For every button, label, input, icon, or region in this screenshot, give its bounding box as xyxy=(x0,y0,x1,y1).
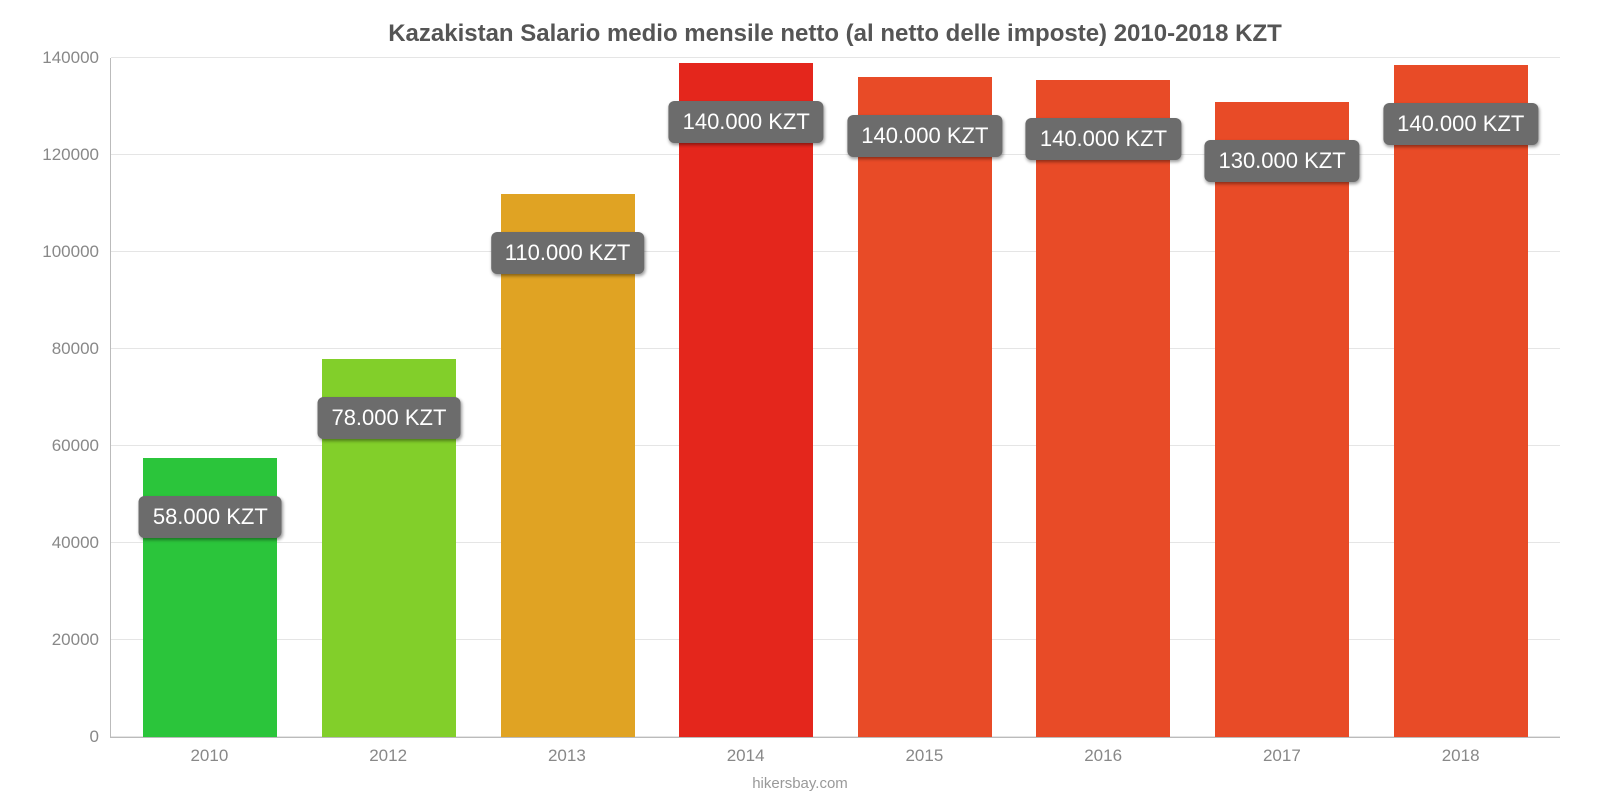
x-tick-label: 2012 xyxy=(299,746,478,766)
bar-value-label: 78.000 KZT xyxy=(317,397,460,439)
y-tick-label: 20000 xyxy=(52,630,111,650)
y-tick-label: 140000 xyxy=(42,48,111,68)
bar-value-label: 140.000 KZT xyxy=(669,101,824,143)
source-label: hikersbay.com xyxy=(0,775,1600,792)
y-tick-label: 0 xyxy=(90,727,111,747)
y-tick-label: 60000 xyxy=(52,436,111,456)
bar-slot: 140.000 KZT xyxy=(836,58,1015,737)
bar: 110.000 KZT xyxy=(501,194,635,737)
bar-value-label: 58.000 KZT xyxy=(139,496,282,538)
plot-area: 0200004000060000800001000001200001400005… xyxy=(110,58,1560,738)
chart-container: Kazakistan Salario medio mensile netto (… xyxy=(0,0,1600,800)
bar: 140.000 KZT xyxy=(858,77,992,737)
bar-slot: 58.000 KZT xyxy=(121,58,300,737)
bar-slot: 140.000 KZT xyxy=(657,58,836,737)
x-tick-label: 2018 xyxy=(1371,746,1550,766)
bar-slot: 78.000 KZT xyxy=(300,58,479,737)
x-tick-label: 2015 xyxy=(835,746,1014,766)
bar-value-label: 140.000 KZT xyxy=(1026,118,1181,160)
bar-slot: 140.000 KZT xyxy=(1371,58,1550,737)
x-axis-labels: 20102012201320142015201620172018 xyxy=(110,746,1560,766)
bar: 140.000 KZT xyxy=(1394,65,1528,737)
bar: 130.000 KZT xyxy=(1215,102,1349,737)
bar: 140.000 KZT xyxy=(1036,80,1170,737)
y-tick-label: 120000 xyxy=(42,145,111,165)
bar: 140.000 KZT xyxy=(679,63,813,737)
bar-value-label: 140.000 KZT xyxy=(847,115,1002,157)
x-tick-label: 2013 xyxy=(478,746,657,766)
bar-slot: 110.000 KZT xyxy=(478,58,657,737)
x-tick-label: 2014 xyxy=(656,746,835,766)
chart-title: Kazakistan Salario medio mensile netto (… xyxy=(110,20,1560,48)
bars-container: 58.000 KZT 78.000 KZT 110.000 KZT 140.000 K… xyxy=(111,58,1560,737)
x-tick-label: 2017 xyxy=(1193,746,1372,766)
x-tick-label: 2010 xyxy=(120,746,299,766)
bar-slot: 140.000 KZT xyxy=(1014,58,1193,737)
bar: 78.000 KZT xyxy=(322,359,456,737)
y-tick-label: 80000 xyxy=(52,339,111,359)
y-tick-label: 100000 xyxy=(42,242,111,262)
bar: 58.000 KZT xyxy=(143,458,277,737)
bar-value-label: 130.000 KZT xyxy=(1204,140,1359,182)
bar-value-label: 110.000 KZT xyxy=(491,232,645,274)
y-tick-label: 40000 xyxy=(52,533,111,553)
x-tick-label: 2016 xyxy=(1014,746,1193,766)
bar-slot: 130.000 KZT xyxy=(1193,58,1372,737)
bar-value-label: 140.000 KZT xyxy=(1383,103,1538,145)
